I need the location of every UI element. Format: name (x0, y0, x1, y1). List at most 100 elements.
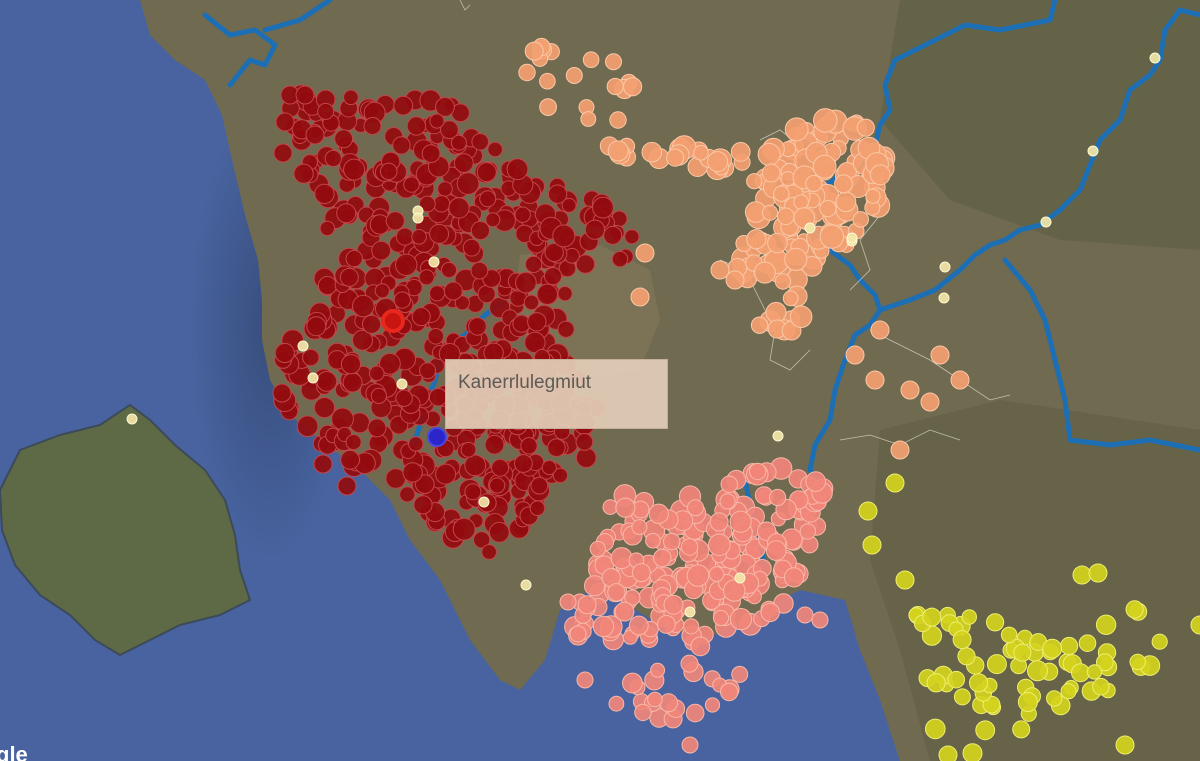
marker-salmon[interactable] (663, 594, 684, 615)
marker-salmon[interactable] (720, 475, 739, 494)
marker-darkred[interactable] (362, 314, 382, 334)
marker-darkred[interactable] (316, 371, 338, 392)
marker-darkred[interactable] (561, 197, 577, 213)
marker-darkred[interactable] (468, 317, 487, 336)
marker-darkred[interactable] (592, 196, 614, 219)
marker-darkred[interactable] (343, 158, 366, 181)
marker-darkred[interactable] (471, 133, 490, 151)
marker-yellow[interactable] (1071, 663, 1090, 683)
marker-darkred[interactable] (476, 162, 497, 183)
marker-darkred[interactable] (440, 120, 459, 140)
marker-yellow[interactable] (1096, 653, 1114, 672)
marker-darkred[interactable] (370, 387, 387, 404)
marker-salmon[interactable] (663, 532, 681, 551)
marker-salmon[interactable] (647, 691, 663, 708)
marker-yellow[interactable] (922, 607, 942, 627)
marker-salmon[interactable] (723, 579, 746, 602)
marker-darkred[interactable] (337, 476, 357, 496)
marker-darkred[interactable] (491, 458, 510, 477)
marker-peach[interactable] (707, 151, 729, 173)
marker-darkred[interactable] (296, 415, 319, 438)
marker-darkred[interactable] (452, 517, 476, 541)
marker-pale[interactable] (297, 340, 309, 352)
marker-darkred[interactable] (470, 220, 490, 241)
marker-peach[interactable] (582, 51, 600, 69)
marker-pale[interactable] (126, 413, 138, 425)
marker-salmon[interactable] (769, 488, 787, 507)
marker-yellow[interactable] (962, 743, 983, 761)
marker-yellow[interactable] (1125, 600, 1144, 619)
marker-darkred[interactable] (399, 486, 416, 503)
marker-yellow[interactable] (926, 673, 946, 693)
marker-peach[interactable] (761, 163, 781, 183)
marker-yellow[interactable] (1072, 565, 1092, 585)
marker-salmon[interactable] (704, 697, 721, 713)
marker-darkred[interactable] (470, 261, 489, 280)
marker-peach[interactable] (746, 229, 767, 250)
marker-darkred[interactable] (313, 454, 333, 474)
marker-darkred[interactable] (314, 183, 335, 205)
marker-yellow[interactable] (925, 718, 946, 740)
marker-yellow[interactable] (895, 570, 915, 590)
marker-yellow[interactable] (1000, 626, 1018, 644)
marker-darkred[interactable] (557, 320, 575, 338)
marker-yellow[interactable] (1060, 636, 1079, 656)
marker-pale[interactable] (804, 222, 816, 234)
marker-darkred[interactable] (345, 434, 362, 451)
marker-darkred[interactable] (336, 203, 357, 224)
marker-pale[interactable] (396, 378, 408, 390)
marker-darkred[interactable] (411, 307, 431, 327)
marker-peach[interactable] (609, 111, 627, 129)
marker-salmon[interactable] (709, 512, 729, 532)
marker-darkred[interactable] (274, 342, 295, 364)
marker-darkred[interactable] (429, 285, 446, 302)
marker-darkred[interactable] (460, 441, 477, 458)
marker-pale[interactable] (307, 372, 319, 384)
marker-salmon[interactable] (680, 654, 699, 673)
marker-salmon[interactable] (615, 497, 636, 518)
marker-darkred[interactable] (411, 229, 427, 245)
marker-pale[interactable] (938, 292, 950, 304)
marker-salmon[interactable] (650, 662, 666, 678)
marker-darkred[interactable] (340, 449, 361, 470)
marker-peach[interactable] (950, 370, 970, 390)
marker-yellow[interactable] (885, 473, 905, 493)
marker-salmon[interactable] (648, 503, 669, 524)
marker-darkred[interactable] (429, 113, 445, 129)
marker-peach[interactable] (761, 204, 779, 221)
marker-pale[interactable] (478, 496, 490, 508)
marker-darkred[interactable] (340, 354, 362, 375)
marker-salmon[interactable] (796, 606, 814, 624)
marker-darkred[interactable] (427, 328, 445, 345)
marker-salmon[interactable] (685, 703, 705, 723)
marker-salmon[interactable] (659, 693, 679, 713)
marker-darkred[interactable] (547, 184, 568, 204)
marker-peach[interactable] (845, 345, 865, 365)
marker-darkred[interactable] (369, 365, 385, 382)
marker-salmon[interactable] (559, 593, 577, 611)
marker-darkred[interactable] (295, 85, 315, 105)
marker-darkred[interactable] (575, 433, 594, 451)
marker-darkred[interactable] (352, 329, 373, 351)
marker-darkred[interactable] (523, 294, 540, 311)
marker-darkred[interactable] (584, 219, 606, 240)
marker-darkred[interactable] (464, 483, 482, 501)
marker-darkred[interactable] (419, 362, 437, 380)
marker-yellow[interactable] (952, 630, 972, 650)
marker-darkred[interactable] (317, 102, 335, 120)
marker-salmon[interactable] (811, 611, 829, 629)
marker-darkred[interactable] (464, 454, 487, 477)
marker-darkred[interactable] (406, 116, 427, 136)
marker-peach[interactable] (890, 440, 910, 460)
marker-peach[interactable] (789, 305, 813, 329)
marker-salmon[interactable] (690, 636, 711, 657)
marker-darkred[interactable] (345, 249, 363, 268)
marker-peach[interactable] (813, 108, 838, 133)
marker-darkred[interactable] (473, 531, 491, 549)
marker-darkred[interactable] (481, 544, 498, 560)
marker-darkred[interactable] (479, 190, 497, 208)
marker-salmon[interactable] (720, 682, 739, 702)
marker-darkred[interactable] (485, 212, 501, 228)
marker-salmon[interactable] (607, 583, 626, 602)
